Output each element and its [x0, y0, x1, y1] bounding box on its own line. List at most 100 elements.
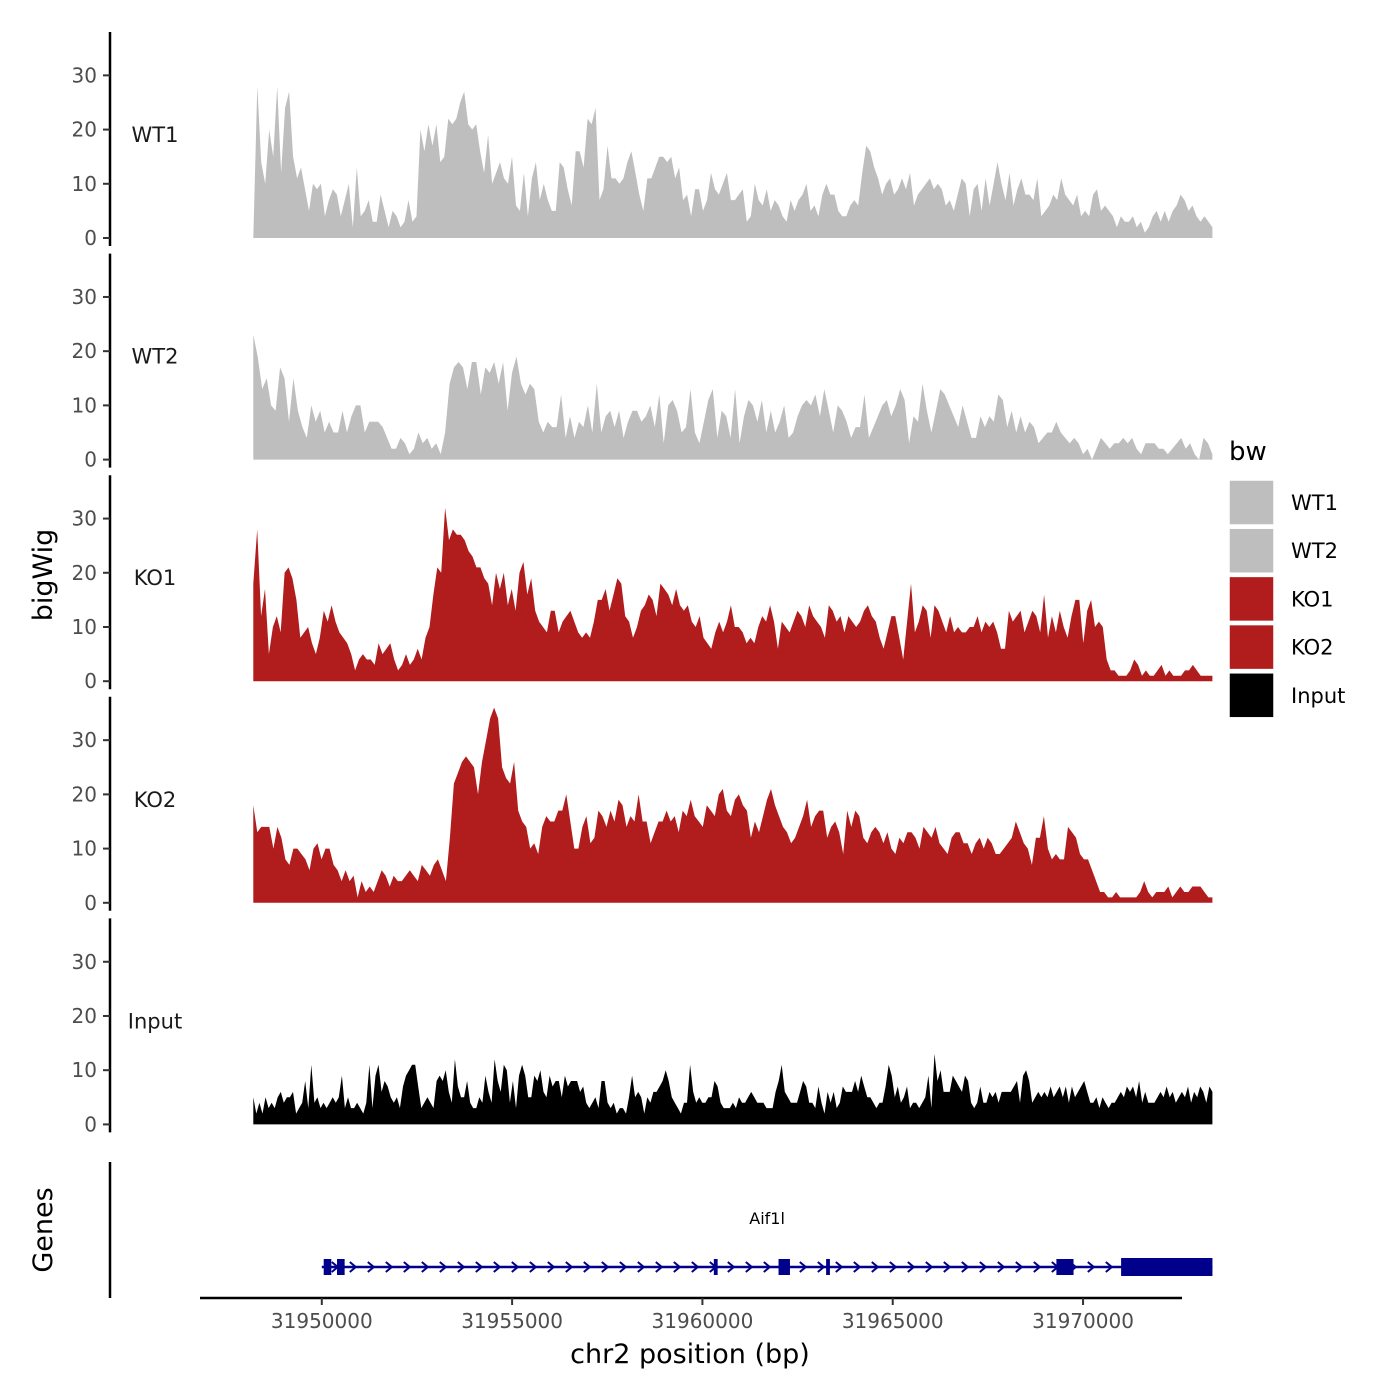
strand-arrow — [1087, 1261, 1096, 1273]
y-tick-label: 10 — [72, 837, 97, 861]
track-panel-input: 0 10 20 30 Input — [72, 918, 1213, 1136]
y-tick-label: 30 — [72, 285, 97, 309]
strand-arrow — [997, 1261, 1006, 1273]
y-tick-label: 30 — [72, 507, 97, 531]
legend-label: KO2 — [1291, 636, 1334, 660]
strand-arrow — [529, 1261, 538, 1273]
legend-label: WT1 — [1291, 491, 1338, 515]
genes-panel: Genes Aif1l — [28, 1162, 1213, 1298]
panel-label-wt1: WT1 — [132, 123, 179, 147]
y-tick-label: 10 — [72, 172, 97, 196]
panel-label-input: Input — [128, 1009, 182, 1033]
strand-arrow — [817, 1261, 826, 1273]
gene-name-label: Aif1l — [749, 1209, 785, 1228]
track-panel-ko1: 0 10 20 30 KO1 — [72, 475, 1213, 693]
strand-arrow — [871, 1261, 880, 1273]
y-tick-label: 10 — [72, 1058, 97, 1082]
y-tick-label: 0 — [84, 669, 97, 693]
strand-arrow — [493, 1261, 502, 1273]
legend-title: bw — [1229, 437, 1267, 467]
strand-arrow — [619, 1261, 628, 1273]
track-panel-wt2: 0 10 20 30 WT2 — [72, 253, 1213, 472]
gene-exon — [826, 1259, 830, 1275]
legend-swatch — [1228, 575, 1275, 623]
strand-arrow — [511, 1261, 520, 1273]
legend-label: Input — [1291, 684, 1345, 708]
x-axis: 31950000 31955000 31960000 31965000 31970000… — [200, 1296, 1182, 1370]
legend-items: WT1 WT2 KO1 KO2 Input — [1228, 479, 1345, 719]
track-panels: 0 10 20 30 WT1 0 10 20 30 WT2 0 10 20 30 KO1 0 10 20 30 KO2… — [72, 32, 1213, 1136]
gene-model: Aif1l — [321, 1209, 1213, 1276]
strand-arrow — [799, 1261, 808, 1273]
strand-arrow — [979, 1261, 988, 1273]
strand-arrow — [403, 1261, 412, 1273]
strand-arrow — [601, 1261, 610, 1273]
strand-arrow — [565, 1261, 574, 1273]
legend-label: WT2 — [1291, 539, 1338, 563]
genes-axis-title: Genes — [28, 1187, 59, 1272]
y-tick-label: 0 — [84, 1112, 97, 1136]
x-tick-label: 31955000 — [461, 1309, 563, 1333]
legend-item-input: Input — [1228, 672, 1345, 719]
strand-arrow — [385, 1261, 394, 1273]
strand-arrow — [727, 1261, 736, 1273]
x-tick-label: 31960000 — [652, 1309, 754, 1333]
y-tick-label: 30 — [72, 63, 97, 87]
strand-arrow — [439, 1261, 448, 1273]
gene-models: Aif1l — [321, 1209, 1213, 1276]
gene-exon — [1121, 1258, 1213, 1276]
panel-label-ko2: KO2 — [134, 788, 177, 812]
legend-item-ko1: KO1 — [1228, 575, 1334, 623]
coverage-area-ko2 — [253, 707, 1213, 903]
gene-exon — [1056, 1259, 1074, 1275]
strand-arrow — [763, 1261, 772, 1273]
coverage-area-input — [253, 1053, 1213, 1125]
y-tick-label: 10 — [72, 615, 97, 639]
legend-swatch — [1228, 623, 1275, 671]
strand-arrow — [745, 1261, 754, 1273]
legend-swatch — [1228, 672, 1275, 719]
y-tick-label: 20 — [72, 339, 97, 363]
strand-arrow — [835, 1261, 844, 1273]
gene-exon — [778, 1259, 790, 1275]
y-tick-label: 20 — [72, 561, 97, 585]
y-tick-label: 10 — [72, 393, 97, 417]
coverage-area-ko1 — [253, 507, 1213, 682]
gene-exon — [337, 1259, 345, 1275]
track-panel-ko2: 0 10 20 30 KO2 — [72, 696, 1213, 915]
y-tick-label: 20 — [72, 782, 97, 806]
strand-arrow — [475, 1261, 484, 1273]
strand-arrow — [1015, 1261, 1024, 1273]
x-tick-label: 31970000 — [1032, 1309, 1134, 1333]
y-tick-label: 0 — [84, 226, 97, 250]
strand-arrow — [691, 1261, 700, 1273]
coverage-area-wt1 — [253, 86, 1213, 238]
strand-arrow — [1105, 1261, 1114, 1273]
x-tick-label: 31965000 — [842, 1309, 944, 1333]
legend-item-ko2: KO2 — [1228, 623, 1334, 671]
strand-arrow — [637, 1261, 646, 1273]
strand-arrow — [673, 1261, 682, 1273]
track-panel-wt1: 0 10 20 30 WT1 — [72, 32, 1213, 250]
strand-arrow — [457, 1261, 466, 1273]
strand-arrow — [349, 1261, 358, 1273]
legend-item-wt1: WT1 — [1228, 479, 1338, 526]
x-ticks: 31950000 31955000 31960000 31965000 31970000 — [271, 1298, 1134, 1333]
panel-label-wt2: WT2 — [132, 345, 179, 369]
gene-exon — [323, 1259, 332, 1275]
strand-arrow — [961, 1261, 970, 1273]
legend-item-wt2: WT2 — [1228, 527, 1338, 574]
gene-exon — [713, 1259, 718, 1275]
legend: bw WT1 WT2 KO1 KO2 Input — [1228, 437, 1345, 719]
strand-arrow — [547, 1261, 556, 1273]
x-axis-title: chr2 position (bp) — [570, 1339, 810, 1370]
x-tick-label: 31950000 — [271, 1309, 373, 1333]
strand-arrow — [655, 1261, 664, 1273]
y-axis-title: bigWig — [28, 529, 59, 622]
coverage-area-wt2 — [253, 334, 1213, 460]
y-tick-label: 30 — [72, 950, 97, 974]
strand-arrow — [583, 1261, 592, 1273]
legend-swatch — [1228, 527, 1275, 574]
y-tick-label: 20 — [72, 118, 97, 142]
